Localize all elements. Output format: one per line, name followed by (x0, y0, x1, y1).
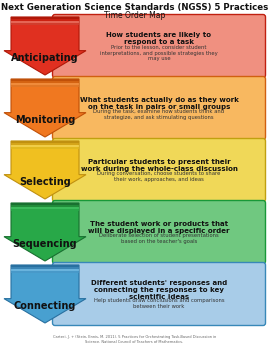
Text: Particular students to present their
work during the whole-class discussion: Particular students to present their wor… (80, 159, 238, 172)
Text: Next Generation Science Standards (NGSS) 5 Practices: Next Generation Science Standards (NGSS)… (1, 3, 268, 12)
Text: Prior to the lesson, consider student
interpretations, and possible strategies t: Prior to the lesson, consider student in… (100, 45, 218, 61)
Text: The student work or products that
will be displayed in a specific order: The student work or products that will b… (88, 221, 230, 234)
Text: During the task, examine how students think and
strategize, and ask stimulating : During the task, examine how students th… (93, 109, 225, 120)
Text: Deliberate selection of student presentations
based on the teacher's goals: Deliberate selection of student presenta… (99, 233, 219, 244)
Text: Connecting: Connecting (14, 301, 76, 311)
Text: What students actually do as they work
on the task in pairs or small groups: What students actually do as they work o… (80, 97, 238, 110)
Text: Anticipating: Anticipating (11, 53, 79, 63)
Text: Help students draw conclusions and comparisons
between their work: Help students draw conclusions and compa… (94, 298, 224, 309)
Text: Time Order Map: Time Order Map (104, 11, 165, 20)
Text: Carteri, J. + (Stein, Ennis, M. 2011). 5 Practices for Orchestrating Task-Based : Carteri, J. + (Stein, Ennis, M. 2011). 5… (53, 335, 216, 344)
Polygon shape (4, 17, 86, 75)
Polygon shape (4, 265, 86, 323)
FancyBboxPatch shape (52, 14, 266, 77)
Text: Monitoring: Monitoring (15, 115, 75, 125)
Text: Different students' responses and
connecting the responses to key
scientific ide: Different students' responses and connec… (91, 280, 227, 300)
Text: During conversation, choose students to share
their work, approaches, and ideas: During conversation, choose students to … (97, 171, 221, 182)
FancyBboxPatch shape (52, 77, 266, 140)
FancyBboxPatch shape (52, 139, 266, 202)
Polygon shape (4, 79, 86, 137)
Text: Selecting: Selecting (19, 177, 71, 187)
FancyBboxPatch shape (52, 262, 266, 326)
Text: Sequencing: Sequencing (13, 239, 77, 249)
Polygon shape (4, 203, 86, 261)
FancyBboxPatch shape (52, 201, 266, 264)
Text: How students are likely to
respond to a task: How students are likely to respond to a … (107, 32, 211, 45)
Polygon shape (4, 141, 86, 199)
